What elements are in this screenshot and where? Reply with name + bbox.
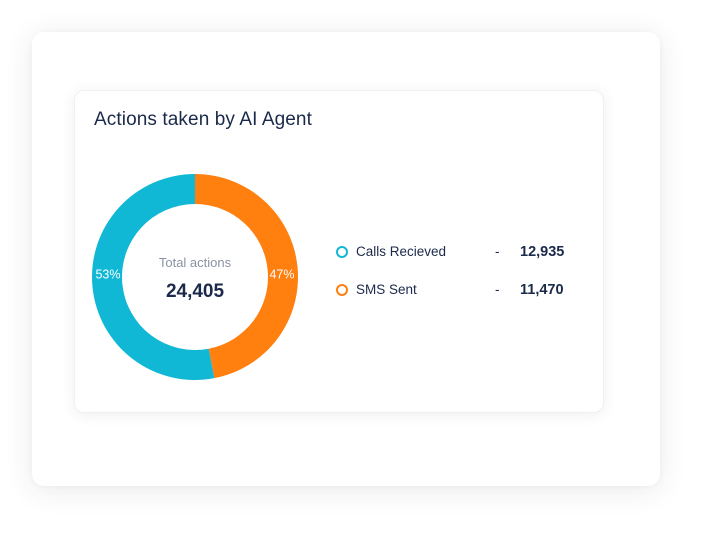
legend-marker-sms: [336, 284, 348, 296]
donut-center-caption: Total actions: [159, 255, 232, 270]
chart-title: Actions taken by AI Agent: [94, 109, 312, 130]
donut-slice-calls: [92, 174, 215, 380]
legend-value-sms: 11,470: [520, 282, 564, 298]
legend-item-sms: SMS Sent - 11,470: [336, 282, 576, 320]
legend-separator: -: [495, 282, 500, 297]
donut-percent-label-sms: 47%: [269, 267, 294, 281]
donut-center-total: 24,405: [166, 281, 225, 302]
donut-chart: 47% 53% Total actions 24,405: [92, 174, 299, 380]
legend-marker-calls: [336, 246, 348, 258]
legend-item-calls: Calls Recieved - 12,935: [336, 244, 576, 282]
chart-card: Actions taken by AI Agent 47% 53% Total a…: [74, 90, 604, 413]
legend-label-sms: SMS Sent: [356, 282, 417, 297]
chart-legend: Calls Recieved - 12,935 SMS Sent - 11,47…: [336, 244, 576, 320]
legend-label-calls: Calls Recieved: [356, 244, 447, 259]
donut-slice-sms: [195, 174, 299, 379]
donut-percent-label-calls: 53%: [95, 267, 120, 281]
legend-value-calls: 12,935: [520, 244, 565, 260]
legend-separator: -: [495, 244, 500, 259]
